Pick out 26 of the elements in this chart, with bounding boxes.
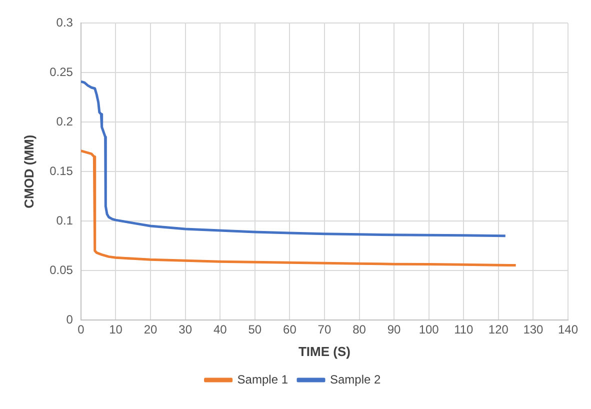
- x-tick-label: 30: [178, 322, 192, 337]
- x-tick-label: 100: [418, 322, 440, 337]
- y-axis-title: CMOD (MM): [21, 134, 36, 208]
- y-tick-label: 0.15: [50, 164, 74, 178]
- y-tick-label: 0.25: [50, 64, 74, 79]
- x-tick-label: 130: [523, 322, 544, 337]
- x-tick-label: 50: [248, 322, 262, 337]
- x-axis-title: TIME (S): [298, 344, 350, 359]
- y-tick-label: 0: [66, 312, 74, 326]
- y-tick-label: 0.3: [56, 16, 74, 30]
- y-tick-label: 0.1: [56, 213, 74, 228]
- x-tick-label: 10: [109, 322, 123, 337]
- x-tick-label: 60: [283, 322, 297, 337]
- legend-label: Sample 1: [237, 372, 288, 386]
- x-tick-label: 0: [78, 322, 85, 337]
- x-tick-label: 20: [144, 322, 158, 337]
- x-tick-label: 90: [387, 322, 402, 337]
- x-tick-label: 140: [558, 322, 578, 337]
- legend-label: Sample 2: [330, 372, 382, 386]
- y-tick-label: 0.2: [56, 114, 74, 128]
- x-tick-label: 120: [488, 322, 509, 337]
- y-tick-label: 0.05: [50, 262, 74, 277]
- x-tick-label: 110: [454, 322, 474, 337]
- x-tick-label: 40: [213, 322, 228, 337]
- x-tick-label: 70: [318, 322, 332, 337]
- x-tick-label: 80: [352, 322, 366, 337]
